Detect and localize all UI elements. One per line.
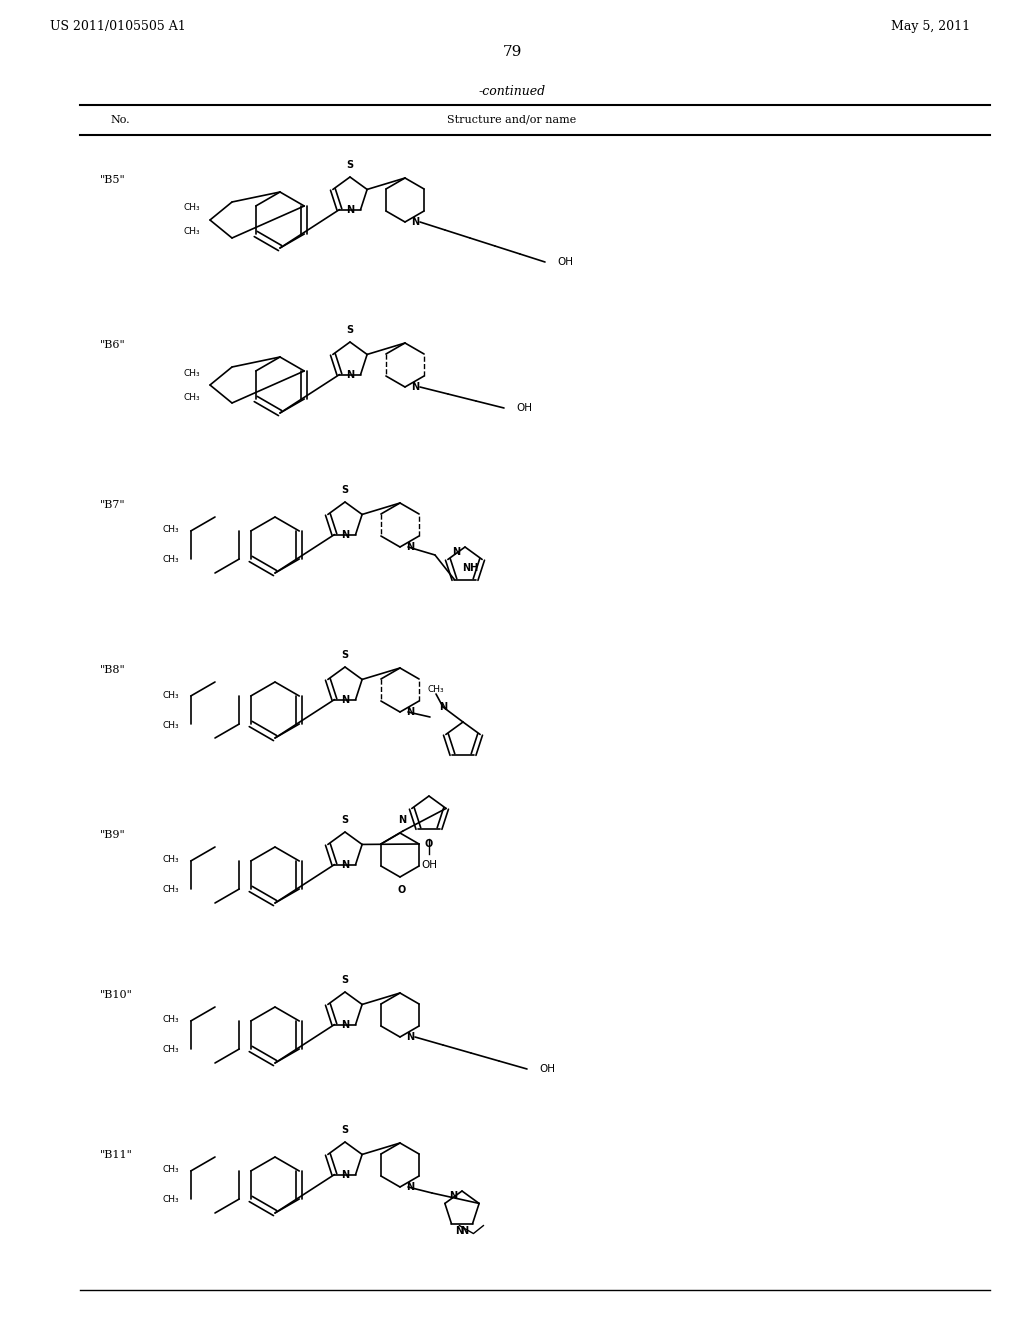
Text: N: N [346,370,354,380]
Text: CH₃: CH₃ [163,1196,179,1204]
Text: N: N [461,1225,469,1236]
Text: S: S [341,484,348,495]
Text: "B5": "B5" [100,176,126,185]
Text: N: N [341,694,349,705]
Text: CH₃: CH₃ [183,392,200,401]
Text: CH₃: CH₃ [163,690,179,700]
Text: S: S [341,814,348,825]
Text: N: N [411,381,419,392]
Text: CH₃: CH₃ [163,721,179,730]
Text: CH₃: CH₃ [163,855,179,865]
Text: OH: OH [516,403,532,413]
Text: CH₃: CH₃ [163,556,179,565]
Text: "B10": "B10" [100,990,133,1001]
Text: OH: OH [539,1064,555,1074]
Text: OH: OH [557,257,573,267]
Text: "B11": "B11" [100,1150,133,1160]
Text: S: S [341,975,348,985]
Text: N: N [406,543,414,552]
Text: N: N [346,205,354,215]
Text: S: S [341,649,348,660]
Text: N: N [341,1019,349,1030]
Text: CH₃: CH₃ [163,1166,179,1175]
Text: "B8": "B8" [100,665,126,675]
Text: -continued: -continued [478,84,546,98]
Text: S: S [346,325,353,335]
Text: N: N [449,1192,457,1201]
Text: NH: NH [462,564,478,573]
Text: N: N [411,216,419,227]
Text: US 2011/0105505 A1: US 2011/0105505 A1 [50,20,185,33]
Text: OH: OH [421,861,437,870]
Text: CH₃: CH₃ [163,525,179,535]
Text: N: N [398,814,407,825]
Text: "B6": "B6" [100,341,126,350]
Text: "B7": "B7" [100,500,126,510]
Text: S: S [341,1125,348,1135]
Text: CH₃: CH₃ [183,227,200,236]
Text: N: N [406,1181,414,1192]
Text: "B9": "B9" [100,830,126,840]
Text: May 5, 2011: May 5, 2011 [891,20,970,33]
Text: N: N [406,1032,414,1041]
Text: CH₃: CH₃ [163,1045,179,1055]
Text: N: N [452,548,460,557]
Text: N: N [406,708,414,717]
Text: O: O [398,884,407,895]
Text: CH₃: CH₃ [163,1015,179,1024]
Text: N: N [439,702,447,711]
Text: S: S [346,160,353,170]
Text: N: N [341,859,349,870]
Text: N: N [341,1170,349,1180]
Text: No.: No. [110,115,130,125]
Text: CH₃: CH₃ [428,685,444,694]
Text: 79: 79 [503,45,521,59]
Text: N: N [456,1225,464,1236]
Text: CH₃: CH₃ [163,886,179,895]
Text: O: O [425,840,433,849]
Text: N: N [341,529,349,540]
Text: CH₃: CH₃ [183,203,200,213]
Text: CH₃: CH₃ [183,368,200,378]
Text: Structure and/or name: Structure and/or name [447,115,577,125]
